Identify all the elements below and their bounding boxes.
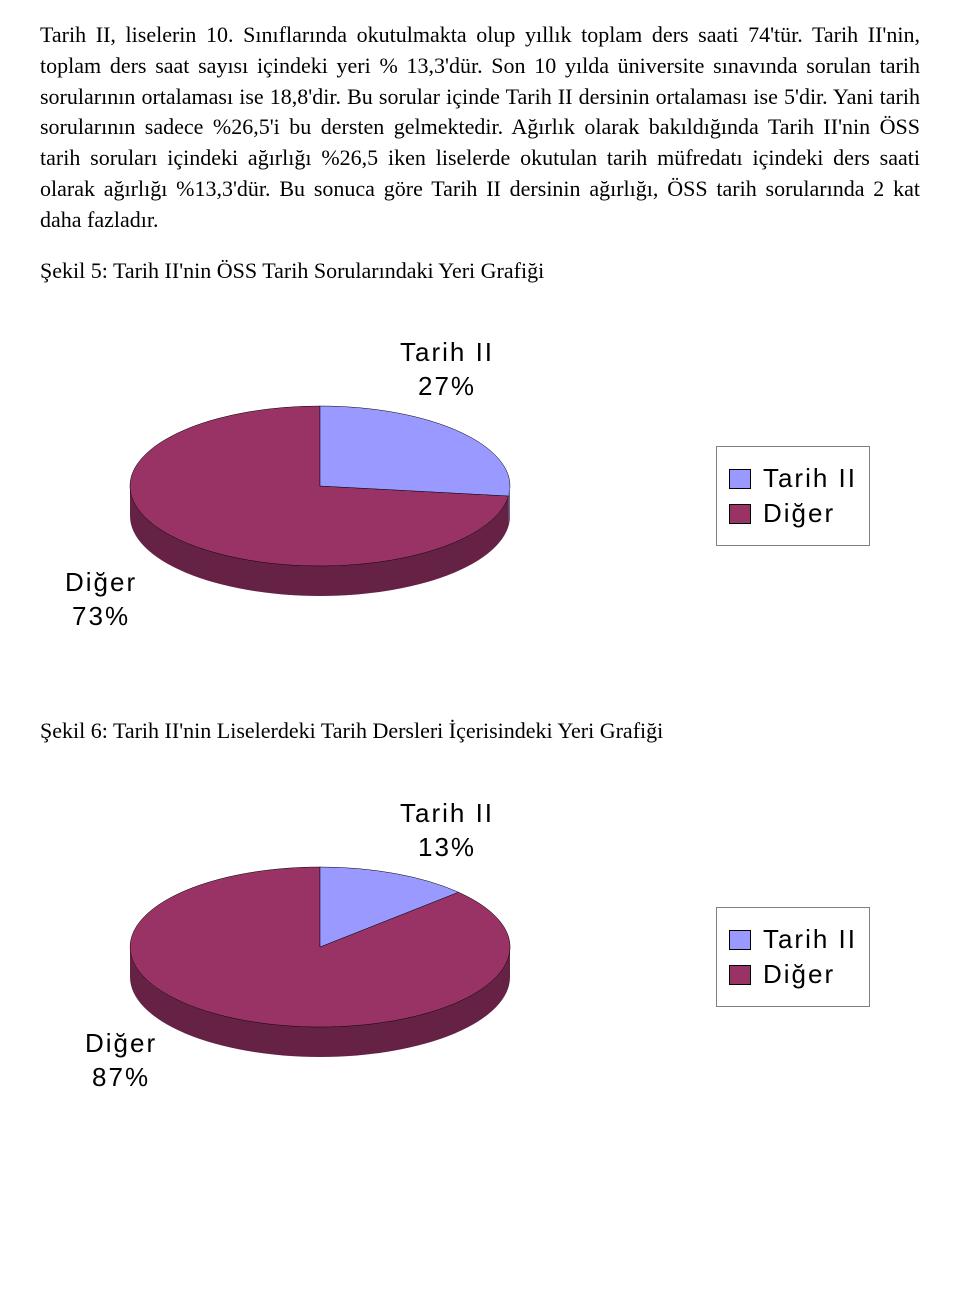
figure6-slice1-label: Tarih II13% bbox=[400, 797, 494, 865]
legend-item: Tarih II bbox=[729, 463, 857, 494]
figure5-chart: Tarih II27% Diğer73% Tarih II Diğer bbox=[40, 326, 920, 646]
figure5-title: Şekil 5: Tarih II'nin ÖSS Tarih Soruları… bbox=[40, 256, 920, 287]
body-paragraph: Tarih II, liselerin 10. Sınıflarında oku… bbox=[40, 20, 920, 236]
legend-label: Diğer bbox=[763, 959, 835, 990]
figure5-slice2-label: Diğer73% bbox=[65, 566, 137, 634]
legend-item: Diğer bbox=[729, 498, 857, 529]
legend-label: Tarih II bbox=[763, 924, 857, 955]
legend-label: Diğer bbox=[763, 498, 835, 529]
figure6-pie bbox=[120, 847, 520, 1073]
figure6-slice2-label: Diğer87% bbox=[85, 1027, 157, 1095]
legend-swatch bbox=[729, 504, 751, 524]
figure5-slice1-label: Tarih II27% bbox=[400, 336, 494, 404]
legend-item: Diğer bbox=[729, 959, 857, 990]
figure5-legend: Tarih II Diğer bbox=[716, 446, 870, 546]
figure5-pie bbox=[120, 386, 520, 612]
legend-swatch bbox=[729, 930, 751, 950]
legend-swatch bbox=[729, 469, 751, 489]
legend-label: Tarih II bbox=[763, 463, 857, 494]
legend-swatch bbox=[729, 965, 751, 985]
figure6-legend: Tarih II Diğer bbox=[716, 907, 870, 1007]
figure6-chart: Tarih II13% Diğer87% Tarih II Diğer bbox=[40, 787, 920, 1107]
legend-item: Tarih II bbox=[729, 924, 857, 955]
figure6-title: Şekil 6: Tarih II'nin Liselerdeki Tarih … bbox=[40, 716, 920, 747]
